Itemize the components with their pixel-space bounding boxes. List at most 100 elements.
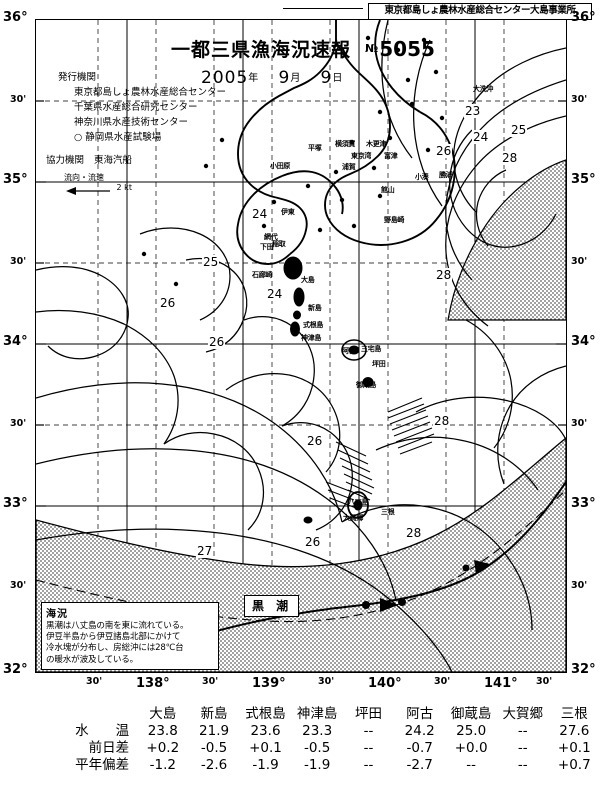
date-day: 9 bbox=[320, 68, 333, 88]
report-date: 2005年 9月 9日 bbox=[201, 68, 343, 88]
water-temperature-table: 大島 新島 式根島 神津島 坪田 阿古 御蔵島 大賀郷 三根 水 温 23.8 21.9 23.6 23… bbox=[0, 706, 600, 774]
isotherm-label: 28 bbox=[501, 151, 519, 165]
table-cell: 27.6 bbox=[559, 723, 590, 739]
sea-condition-note: 海況 黒潮は八丈島の南を東に流れている。 伊豆半島から伊豆諸島北部にかけて 冷水… bbox=[41, 602, 219, 670]
issuer-org: 東京都島しょ農林水産総合センター bbox=[74, 87, 227, 98]
table-cell: +0.1 bbox=[249, 740, 282, 756]
issuer-org: 神奈川県水産技術センター bbox=[74, 117, 189, 128]
current-legend-speed: 2 kt bbox=[116, 183, 132, 192]
table-column-header: 御蔵島 bbox=[450, 706, 492, 722]
isotherm-label: 26 bbox=[435, 144, 453, 158]
offshore-warm-region bbox=[447, 159, 566, 321]
map-place-label: 小湊 bbox=[415, 173, 429, 181]
table-column-header: 神津島 bbox=[296, 706, 338, 722]
table-cell: -0.7 bbox=[406, 740, 433, 756]
map-place-label: 神津島 bbox=[301, 334, 322, 342]
map-place-label: 伊東 bbox=[281, 208, 295, 216]
note-line: 伊豆半島から伊豆諸島北部にかけて bbox=[46, 632, 181, 643]
map-place-label: 東京湾 bbox=[351, 152, 372, 160]
map-place-label: 勝浦 bbox=[439, 171, 453, 179]
issuing-office-stamp: 東京都島しょ農林水産総合センター大島事業所 bbox=[368, 3, 592, 20]
cooperation-block: 協力機関 東海汽船 bbox=[46, 154, 132, 168]
table-cell: -2.7 bbox=[406, 757, 433, 773]
map-canvas: 一都三県漁海況速報 №5055 2005年 9月 9日 発行機関 東京都島しょ農林… bbox=[36, 20, 566, 672]
sea-condition-map[interactable]: 一都三県漁海況速報 №5055 2005年 9月 9日 発行機関 東京都島しょ農林… bbox=[35, 19, 567, 673]
table-cell: -- bbox=[517, 740, 528, 756]
latitude-tick-right: 34° bbox=[571, 334, 596, 349]
latitude-tick-right: 30' bbox=[571, 94, 588, 105]
isotherm-label: 25 bbox=[510, 123, 528, 137]
isotherm-label: 25 bbox=[202, 255, 220, 269]
issuer-org: 千葉県水産総合研究センター bbox=[74, 102, 198, 113]
table-row: 水 温 23.8 21.9 23.6 23.3 -- 24.2 25.0 -- 27.6 bbox=[26, 723, 600, 740]
report-number: 5055 bbox=[379, 37, 435, 61]
latitude-tick-right: 32° bbox=[571, 662, 596, 677]
isotherm-label: 24 bbox=[251, 207, 269, 221]
table-cell: -- bbox=[517, 723, 528, 739]
table-column-header: 大島 bbox=[149, 706, 177, 722]
table-cell: -- bbox=[363, 757, 374, 773]
report-title: 一都三県漁海況速報 bbox=[171, 39, 352, 61]
isotherm-label: 26 bbox=[306, 434, 324, 448]
isotherm-label: 26 bbox=[208, 335, 226, 349]
kuroshio-axis bbox=[185, 481, 566, 641]
map-place-label: 稲取 bbox=[272, 240, 286, 248]
left-arrow-icon bbox=[66, 187, 110, 195]
note-title: 海況 bbox=[46, 609, 68, 620]
map-place-label: 式根島 bbox=[303, 321, 324, 329]
latitude-tick-right: 30' bbox=[571, 580, 588, 591]
latitude-tick-right: 33° bbox=[571, 496, 596, 511]
longitude-tick-bottom: 138° bbox=[136, 676, 170, 691]
isotherm-label: 27 bbox=[196, 544, 214, 558]
map-place-label: 新島 bbox=[308, 304, 322, 312]
longitude-tick-bottom: 141° bbox=[484, 676, 518, 691]
cooperation-name: 東海汽船 bbox=[94, 155, 133, 166]
date-month: 9 bbox=[278, 68, 291, 88]
latitude-tick-left: 33° bbox=[3, 496, 28, 511]
table-cell: -- bbox=[363, 723, 374, 739]
date-month-unit: 月 bbox=[290, 73, 302, 84]
table-column-header: 大賀郷 bbox=[502, 706, 544, 722]
map-place-label: 坪田 bbox=[372, 360, 386, 368]
map-place-label: 大洗沖 bbox=[473, 85, 494, 93]
table-cell: 23.6 bbox=[250, 723, 281, 739]
table-cell: -- bbox=[517, 757, 528, 773]
map-place-label: 三根 bbox=[381, 508, 395, 516]
note-line: の暖水が波及している。 bbox=[46, 654, 139, 665]
table-cell: 24.2 bbox=[404, 723, 435, 739]
isotherm-label: 28 bbox=[435, 268, 453, 282]
latitude-tick-left: 30' bbox=[10, 256, 27, 267]
longitude-tick-bottom: 30' bbox=[202, 676, 219, 687]
map-place-label: 大島 bbox=[301, 276, 315, 284]
report-title-line: 一都三県漁海況速報 №5055 bbox=[171, 35, 435, 62]
latitude-tick-left: 34° bbox=[3, 334, 28, 349]
date-year: 2005 bbox=[201, 68, 249, 88]
table-cell: -- bbox=[363, 740, 374, 756]
table-cell: 21.9 bbox=[199, 723, 230, 739]
table-row-header: 前日差 bbox=[88, 740, 130, 756]
latitude-tick-left: 30' bbox=[10, 580, 27, 591]
isotherm-label: 26 bbox=[159, 296, 177, 310]
map-place-label: 御蔵島 bbox=[356, 381, 377, 389]
longitude-tick-bottom: 30' bbox=[318, 676, 335, 687]
table-column-header: 坪田 bbox=[355, 706, 383, 722]
longitude-tick-bottom: 139° bbox=[252, 676, 286, 691]
map-place-label: 大賀郷 bbox=[343, 514, 364, 522]
table-cell: 23.3 bbox=[302, 723, 333, 739]
izu-islands bbox=[283, 256, 374, 524]
note-line: 黒潮は八丈島の南を東に流れている。 bbox=[46, 621, 189, 631]
isotherm-label: 24 bbox=[266, 287, 284, 301]
map-place-label: 網代 bbox=[264, 233, 278, 241]
table-cell: +0.0 bbox=[454, 740, 488, 756]
date-year-unit: 年 bbox=[248, 73, 260, 84]
map-place-label: 小田原 bbox=[270, 162, 291, 170]
isotherm-label: 28 bbox=[433, 414, 451, 428]
map-place-label: 平塚 bbox=[308, 144, 322, 152]
longitude-tick-bottom: 30' bbox=[536, 676, 553, 687]
table-cell: +0.1 bbox=[557, 740, 591, 756]
observation-stations bbox=[141, 35, 445, 287]
latitude-tick-left: 36° bbox=[3, 10, 28, 25]
isotherm-label: 23 bbox=[464, 104, 482, 118]
table-cell: +0.7 bbox=[557, 757, 591, 773]
issuer-org: ○ 静岡県水産試験場 bbox=[74, 132, 162, 143]
